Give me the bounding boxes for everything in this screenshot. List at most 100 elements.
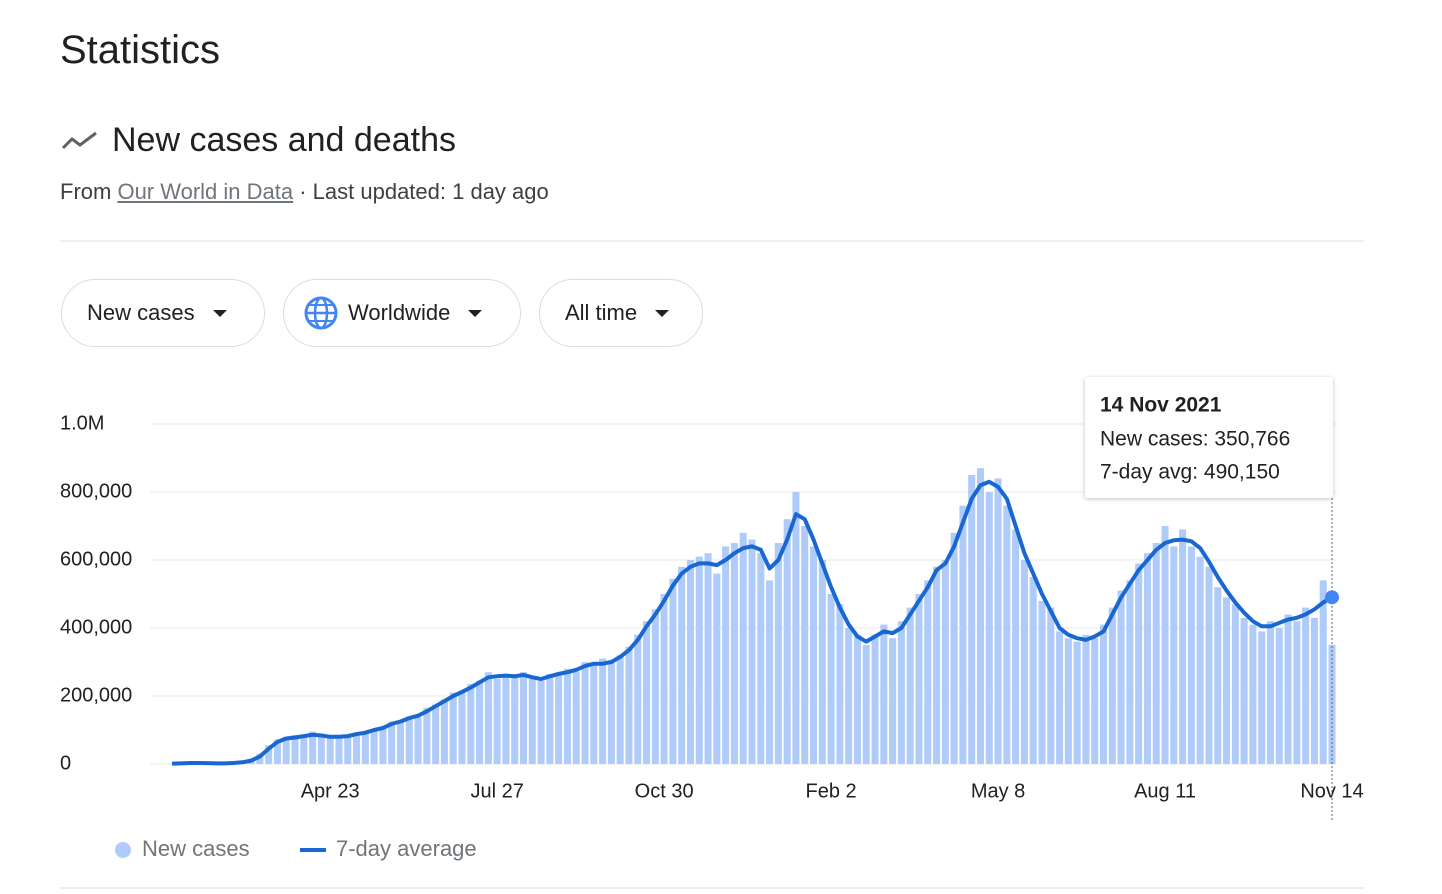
legend-label: New cases [142, 836, 250, 861]
bar [739, 532, 747, 764]
bar [933, 566, 941, 764]
plot: 0 200,000 400,000 600,000 800,000 1.0M Apr 23 J… [60, 377, 1364, 861]
bar [1003, 505, 1011, 764]
x-tick-label: Aug 11 [1134, 780, 1196, 802]
y-tick-label: 800,000 [60, 480, 132, 502]
bar [458, 690, 466, 764]
time-dropdown[interactable]: All time [539, 279, 703, 347]
bar [1240, 617, 1248, 764]
bar [783, 519, 791, 764]
bar [959, 505, 967, 764]
dropdown-label: New cases [87, 300, 195, 325]
bar [1319, 580, 1327, 764]
metric-dropdown[interactable]: New cases [61, 279, 265, 347]
bar [730, 543, 738, 764]
bar [748, 539, 756, 764]
bar [1038, 600, 1046, 764]
bar [449, 692, 457, 764]
bar [300, 736, 308, 764]
bar [1205, 566, 1213, 764]
bar [968, 475, 976, 764]
bar [282, 736, 290, 764]
bar [537, 680, 545, 764]
bar [440, 699, 448, 764]
tooltip-line: 7-day avg: 490,150 [1100, 461, 1280, 484]
bar [757, 553, 765, 764]
bar [678, 566, 686, 764]
bar [405, 716, 413, 764]
bar [546, 673, 554, 764]
bar [1231, 604, 1239, 764]
source-prefix: From [60, 179, 112, 204]
bar [985, 492, 993, 764]
bar [651, 609, 659, 764]
bar [1310, 617, 1318, 764]
bar [563, 668, 571, 764]
bar [669, 578, 677, 764]
tooltip-title: 14 Nov 2021 [1100, 394, 1222, 417]
bar [801, 526, 809, 764]
x-tick-label: Apr 23 [301, 780, 360, 802]
bar [616, 655, 624, 764]
bar [1073, 641, 1081, 764]
legend-swatch [115, 842, 131, 858]
bar [695, 556, 703, 764]
bar [484, 672, 492, 764]
y-tick-label: 1.0M [60, 412, 104, 434]
bar [511, 677, 519, 764]
bar [1091, 638, 1099, 764]
page-title: Statistics [60, 28, 221, 72]
bar [660, 594, 668, 764]
bar [265, 745, 273, 764]
globe-icon [304, 296, 338, 330]
bar [976, 468, 984, 764]
bar [1047, 607, 1055, 764]
bar [1020, 560, 1028, 764]
x-tick-label: Oct 30 [635, 780, 694, 802]
tooltip-line: New cases: 350,766 [1100, 428, 1290, 451]
bar [634, 634, 642, 764]
bar [704, 553, 712, 764]
x-tick-label: Jul 27 [470, 780, 523, 802]
bar [1249, 624, 1257, 764]
y-tick-label: 0 [60, 752, 71, 774]
bar [818, 560, 826, 764]
bar [643, 621, 651, 764]
bar [502, 673, 510, 764]
bar [476, 680, 484, 764]
bar [379, 726, 387, 764]
bar [1161, 526, 1169, 764]
y-tick-label: 400,000 [60, 616, 132, 638]
bar [766, 580, 774, 764]
bar [915, 594, 923, 764]
bar [599, 658, 607, 764]
bar [906, 607, 914, 764]
bar [924, 580, 932, 764]
bar [1152, 543, 1160, 764]
section-title: New cases and deaths [112, 121, 456, 159]
bar [1029, 577, 1037, 764]
bar [1143, 553, 1151, 764]
bar [256, 753, 264, 764]
bar [853, 634, 861, 764]
bar [1108, 607, 1116, 764]
bar [1284, 614, 1292, 764]
bar [1223, 597, 1231, 764]
bar [335, 735, 343, 764]
bar [423, 707, 431, 764]
region-dropdown[interactable]: Worldwide [283, 279, 521, 347]
bar [370, 730, 378, 764]
source-link[interactable]: Our World in Data [117, 179, 294, 204]
bar [1117, 590, 1125, 764]
dropdown-label: All time [565, 300, 638, 325]
x-tick-label: May 8 [971, 780, 1025, 802]
bar [722, 546, 730, 764]
bar [774, 543, 782, 764]
hover-dot [1325, 590, 1339, 605]
bar [1258, 631, 1266, 764]
bar [528, 679, 536, 764]
bar [388, 721, 396, 764]
bar [862, 645, 870, 764]
bar [590, 665, 598, 764]
bar [889, 638, 897, 764]
